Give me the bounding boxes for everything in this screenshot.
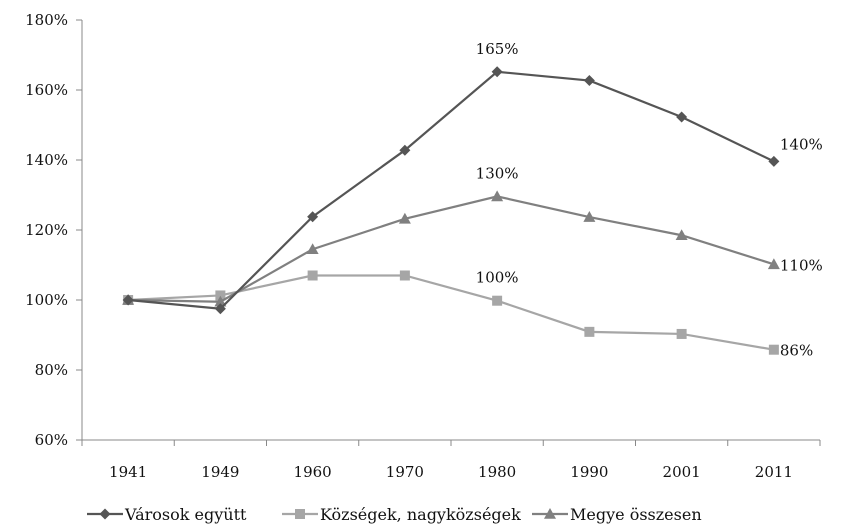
legend-marker bbox=[295, 509, 305, 519]
y-tick-label: 120% bbox=[25, 221, 68, 239]
data-label: 110% bbox=[780, 256, 823, 274]
x-tick-label: 2011 bbox=[755, 463, 793, 481]
x-tick-label: 1990 bbox=[570, 463, 608, 481]
y-tick-label: 160% bbox=[25, 81, 68, 99]
data-point bbox=[675, 229, 688, 241]
data-point bbox=[583, 75, 595, 87]
legend-marker bbox=[99, 508, 111, 520]
legend-label: Községek, nagyközségek bbox=[320, 505, 521, 524]
x-tick-label: 1941 bbox=[109, 463, 147, 481]
y-tick-label: 80% bbox=[35, 361, 68, 379]
data-point bbox=[583, 211, 596, 222]
data-point bbox=[398, 212, 411, 224]
data-label: 140% bbox=[780, 135, 823, 153]
data-point bbox=[307, 211, 319, 223]
series-line bbox=[128, 195, 775, 303]
x-tick-label: 1960 bbox=[294, 463, 332, 481]
axes: 60% 80% 100% 120% 140% 160% 180% 1941 1949 1960 19… bbox=[25, 11, 821, 481]
data-label: 165% bbox=[476, 40, 519, 58]
legend-label: Megye összesen bbox=[570, 505, 702, 524]
data-label: 86% bbox=[780, 342, 813, 360]
data-point bbox=[768, 155, 780, 167]
data-point bbox=[122, 294, 134, 306]
data-point bbox=[492, 295, 503, 306]
data-point bbox=[399, 144, 411, 156]
data-point bbox=[306, 243, 319, 255]
x-tick-label: 1980 bbox=[478, 463, 516, 481]
data-point bbox=[399, 270, 410, 281]
data-point bbox=[491, 190, 504, 202]
legend-marker bbox=[544, 508, 556, 519]
data-point bbox=[491, 66, 503, 78]
series-line bbox=[128, 70, 775, 310]
y-tick-label: 180% bbox=[25, 11, 68, 29]
data-point bbox=[768, 344, 779, 355]
data-point bbox=[584, 326, 595, 337]
x-tick-label: 2001 bbox=[663, 463, 701, 481]
data-point bbox=[307, 270, 318, 281]
data-point bbox=[214, 295, 227, 307]
data-label: 100% bbox=[476, 269, 519, 287]
data-point bbox=[676, 111, 688, 123]
data-label: 130% bbox=[476, 164, 519, 182]
data-point bbox=[676, 328, 687, 339]
data-point bbox=[214, 303, 226, 315]
y-tick-label: 100% bbox=[25, 291, 68, 309]
data-point bbox=[767, 258, 780, 270]
y-tick-label: 60% bbox=[35, 431, 68, 449]
x-tick-label: 1970 bbox=[386, 463, 424, 481]
legend-label: Városok együtt bbox=[124, 505, 247, 524]
data-point bbox=[215, 290, 226, 301]
y-tick-label: 140% bbox=[25, 151, 68, 169]
legend: Városok együtt Községek, nagyközségek Megy… bbox=[87, 505, 702, 524]
data-labels: 165% 140% 130% 110% 100% 86% bbox=[476, 40, 823, 360]
series-layer bbox=[122, 66, 780, 355]
x-tick-label: 1949 bbox=[201, 463, 239, 481]
